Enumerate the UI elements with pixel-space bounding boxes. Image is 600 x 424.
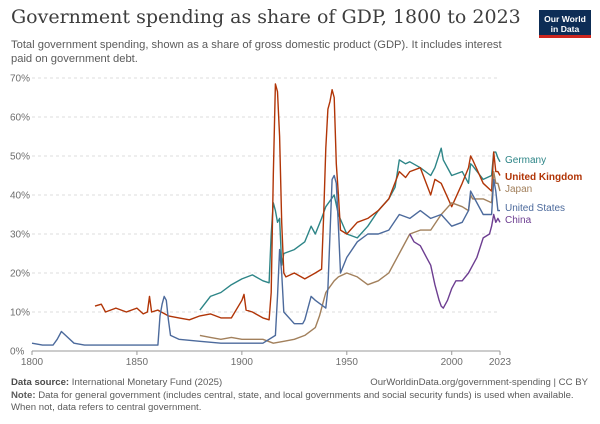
legend-label-japan: Japan [505,184,532,195]
data-source-text[interactable]: International Monetary Fund (2025) [71,377,223,388]
y-tick-label: 60% [10,113,30,124]
source-url[interactable]: OurWorldinData.org/government-spending |… [370,377,588,388]
chart-title: Government spending as share of GDP, 180… [11,6,521,28]
series-line-united-kingdom [94,83,501,321]
y-tick-label: 20% [10,269,30,280]
x-tick-label: 2000 [441,357,464,368]
chart-subtitle: Total government spending, shown as a sh… [11,39,502,65]
legend-label-united-states: United States [505,203,565,214]
y-tick-label: 30% [10,230,30,241]
x-tick-label: 1850 [126,357,149,368]
y-tick-label: 10% [10,308,30,319]
x-tick-label: 1950 [336,357,359,368]
legend-label-united-kingdom: United Kingdom [505,172,582,183]
logo-line-1: Our World [544,14,586,24]
owid-logo[interactable]: Our World in Data [539,10,591,38]
series-line-united-states [31,174,500,346]
note-label: Note: [11,390,36,401]
series-line-germany [199,147,501,311]
chart-note: Note: Data for general government (inclu… [11,390,593,414]
x-tick-label: 1800 [21,357,44,368]
legend-label-germany: Germany [505,155,546,166]
axis-layer: 0% 10% 20% 30% 40% 50% 60% 70% 1800 1850 1900 1950 2… [10,74,512,369]
series-line-china [409,213,501,309]
grid-layer [32,77,500,313]
x-tick-label: 1900 [231,357,254,368]
y-tick-label: 70% [10,74,30,85]
logo-line-2: in Data [550,24,580,34]
y-tick-label: 0% [10,347,25,358]
y-tick-label: 40% [10,191,30,202]
note-text: Data for general government (includes ce… [11,390,574,413]
x-tick-label: 2023 [489,357,512,368]
y-tick-label: 50% [10,152,30,163]
series-line-japan [199,170,501,344]
series-layer [31,83,501,346]
data-source-label: Data source: [11,377,70,388]
legend-label-china: China [505,215,532,226]
data-source: Data source: International Monetary Fund… [11,377,222,388]
